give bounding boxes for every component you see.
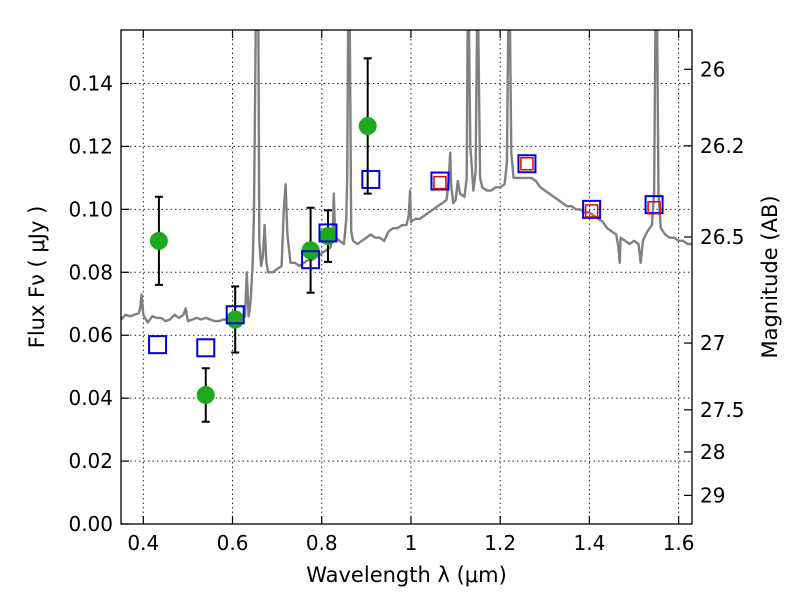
- y2-tick-label: 29: [700, 483, 725, 507]
- nir-model-square: [647, 201, 661, 215]
- x-tick-label: 1.2: [484, 531, 516, 555]
- y2-tick-label: 26: [700, 57, 725, 81]
- y-tick-label: 0.14: [68, 71, 113, 95]
- y-tick-label: 0.06: [68, 323, 113, 347]
- model-square: [301, 250, 321, 270]
- y-tick-label: 0.08: [68, 260, 113, 284]
- observed-point: [358, 116, 377, 135]
- y2-tick-label: 26.2: [700, 134, 745, 158]
- model-square: [318, 223, 338, 243]
- x-tick-label: 1.4: [573, 531, 605, 555]
- x-axis-title: Wavelength λ (μm): [306, 563, 507, 587]
- y2-tick-label: 27: [700, 331, 725, 355]
- observed-point: [196, 385, 215, 404]
- model-square: [517, 154, 537, 174]
- y-tick-label: 0.10: [68, 197, 113, 221]
- y2-tick-label: 26.5: [700, 225, 745, 249]
- grid-lines: [121, 30, 692, 524]
- plot-frame: [120, 29, 693, 525]
- model-square: [361, 169, 381, 189]
- y2-tick-label: 28: [700, 440, 725, 464]
- nir-model-square: [584, 204, 599, 218]
- x-tick-label: 0.6: [217, 531, 249, 555]
- model-square: [196, 338, 216, 358]
- y-tick-label: 0.04: [68, 386, 113, 410]
- model-square: [225, 305, 245, 325]
- model-square: [430, 171, 450, 191]
- y-axis-title: Flux Fν ( μJy ): [25, 206, 49, 349]
- nir-model-square: [520, 156, 534, 171]
- observed-point: [149, 231, 168, 250]
- model-spectrum-layer: [121, 30, 692, 324]
- observed-point: [226, 310, 245, 329]
- x-tick-label: 0.8: [306, 531, 338, 555]
- x-tick-label: 1: [405, 531, 418, 555]
- y2-tick-label: 27.5: [700, 398, 745, 422]
- y-tick-label: 0.02: [68, 449, 113, 473]
- axis-ticks: 0.4 0.6 0.8 1 1.2 1.4 1.6 0.00 0.02 0.04 0.06 0.08 0…: [68, 30, 745, 555]
- y-tick-label: 0.12: [68, 134, 113, 158]
- model-square: [582, 199, 602, 219]
- x-tick-label: 0.4: [127, 531, 159, 555]
- model-square: [148, 335, 168, 355]
- model-spectrum-line: [121, 30, 692, 324]
- y2-axis-title: Magnitude (AB): [758, 195, 782, 358]
- data-points-layer: [148, 57, 664, 423]
- y-tick-label: 0.00: [68, 512, 113, 536]
- nir-model-square: [433, 175, 447, 190]
- x-tick-label: 1.6: [663, 531, 695, 555]
